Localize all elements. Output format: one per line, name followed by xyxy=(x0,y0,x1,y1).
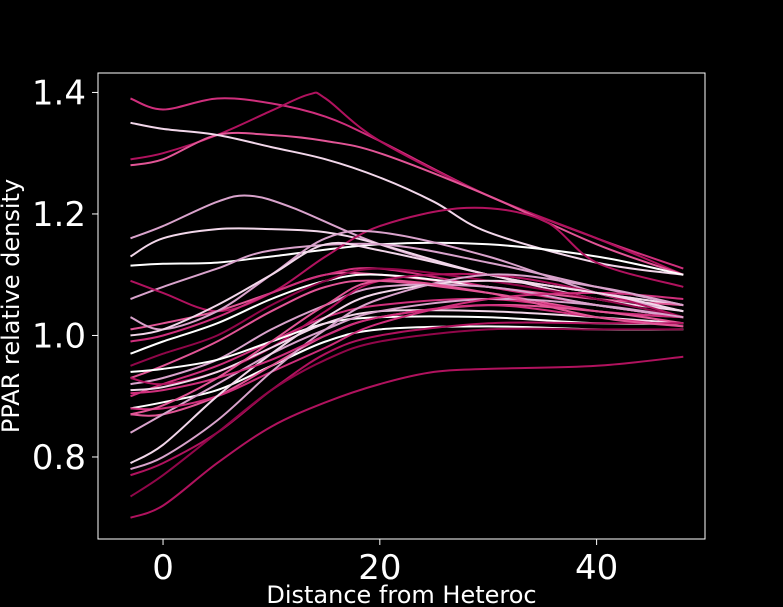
y-tick-label: 1.0 xyxy=(32,316,86,356)
y-axis: 0.8 1.0 1.2 1.4 xyxy=(32,73,98,478)
series-line-30 xyxy=(130,355,684,519)
series-line-29 xyxy=(129,327,684,498)
x-tick-label: 20 xyxy=(358,548,401,588)
series-line-12 xyxy=(130,229,684,331)
series-line-26 xyxy=(130,279,684,464)
series-lines xyxy=(129,91,684,519)
plot-frame xyxy=(97,72,706,540)
series-line-32 xyxy=(130,279,684,416)
series-line-24 xyxy=(130,297,684,434)
y-tick-label: 1.4 xyxy=(32,73,86,113)
series-line-28 xyxy=(130,321,684,477)
y-axis-label: PPAR relative density xyxy=(0,179,25,433)
series-line-7 xyxy=(130,241,684,276)
series-line-25 xyxy=(130,291,684,411)
series-line-31 xyxy=(130,304,684,395)
y-tick-label: 0.8 xyxy=(32,438,86,478)
series-line-3 xyxy=(130,131,684,276)
series-line-10 xyxy=(130,271,684,331)
series-line-15 xyxy=(130,267,684,367)
series-line-17 xyxy=(130,283,684,386)
x-axis-label: Distance from Heteroc xyxy=(266,581,536,607)
series-line-4 xyxy=(130,121,684,276)
x-axis: 0 20 40 xyxy=(152,539,618,588)
x-tick-label: 40 xyxy=(575,548,618,588)
x-tick-label: 0 xyxy=(152,548,174,588)
y-tick-label: 1.2 xyxy=(32,195,86,235)
series-line-9 xyxy=(130,206,684,313)
series-line-27 xyxy=(130,273,684,471)
